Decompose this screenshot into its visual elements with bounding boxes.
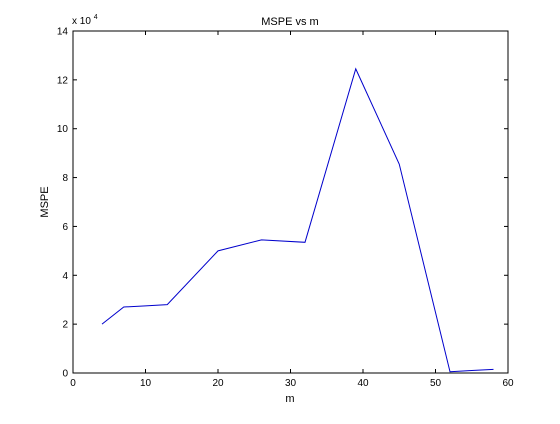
y-tick-labels: 0 2 4 6 8 10 12 14: [57, 27, 69, 380]
x-tick-label: 20: [212, 378, 224, 389]
data-point: [145, 305, 146, 306]
axis-ticks: [72, 30, 509, 374]
data-point: [305, 242, 306, 243]
data-point: [261, 239, 262, 240]
plot-background: [72, 30, 509, 374]
data-point: [450, 371, 451, 372]
data-point: [218, 250, 219, 251]
y-tick-label: 2: [62, 320, 68, 331]
y-tick-label: 10: [57, 124, 69, 135]
series-line-0: [101, 67, 494, 373]
x-tick-label: 40: [357, 378, 369, 389]
x-tick-label: 50: [430, 378, 442, 389]
x-tick-label: 0: [70, 378, 76, 389]
x-axis-label: m: [285, 393, 294, 405]
y-tick-label: 4: [62, 271, 68, 282]
y-axis-label: MSPE: [39, 186, 51, 217]
data-point: [102, 324, 103, 325]
y-exponent-base: x 10: [72, 16, 91, 27]
data-point: [471, 370, 472, 371]
data-point: [355, 68, 356, 69]
x-tick-label: 30: [285, 378, 297, 389]
x-tick-label: 10: [140, 378, 152, 389]
data-point: [167, 304, 168, 305]
y-tick-label: 8: [62, 173, 68, 184]
y-exponent-label: x 10 4: [72, 14, 98, 27]
x-tick-label: 60: [502, 378, 514, 389]
y-exponent-power: 4: [94, 14, 98, 21]
x-tick-labels: 0 10 20 30 40 50 60: [70, 378, 514, 389]
series-layer: [101, 67, 494, 373]
y-tick-label: 0: [62, 369, 68, 380]
chart-title: MSPE vs m: [261, 16, 318, 28]
y-tick-label: 6: [62, 222, 68, 233]
data-point: [399, 164, 400, 165]
data-point: [123, 307, 124, 308]
y-tick-label: 14: [57, 27, 69, 38]
y-tick-label: 12: [57, 75, 69, 86]
data-point: [493, 369, 494, 370]
